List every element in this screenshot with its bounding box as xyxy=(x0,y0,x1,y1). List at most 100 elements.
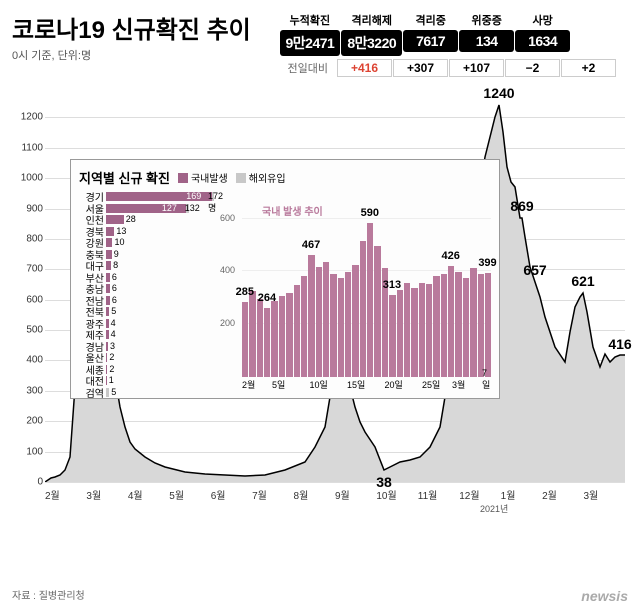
source-text: 자료 : 질병관리청 xyxy=(12,587,85,602)
main-chart-area: 0100200300400500600700800900100011001200… xyxy=(0,87,640,517)
mini-y-tick: 400 xyxy=(220,265,235,275)
stat-delta: +307 xyxy=(393,59,448,77)
stat-label: 위중증 xyxy=(467,10,505,30)
mini-bar xyxy=(367,223,373,377)
mini-bar xyxy=(374,246,380,377)
inset-title: 지역별 신규 확진 xyxy=(79,168,170,187)
mini-bar xyxy=(470,268,476,377)
mini-bar xyxy=(257,299,263,377)
newsis-logo: newsis xyxy=(581,588,628,604)
y-tick: 700 xyxy=(26,264,43,275)
region-value: 28 xyxy=(126,214,136,224)
peak-label: 621 xyxy=(571,273,594,289)
legend-domestic-label: 국내발생 xyxy=(191,170,228,185)
mini-peak-label: 426 xyxy=(442,250,460,262)
stat-value: 134 xyxy=(459,30,514,52)
mini-bar xyxy=(441,274,447,377)
mini-peak-label: 590 xyxy=(361,207,379,219)
stat-delta: −2 xyxy=(505,59,560,77)
mini-peak-label: 399 xyxy=(478,257,496,269)
mini-bar xyxy=(249,291,255,377)
mini-y-tick: 600 xyxy=(220,213,235,223)
region-value: 2 xyxy=(109,364,114,374)
x-tick: 5월 xyxy=(169,487,210,502)
y-tick: 1000 xyxy=(21,173,43,184)
mini-bar xyxy=(352,265,358,377)
stat-label: 사망 xyxy=(529,10,557,30)
mini-x-tick: 15일 xyxy=(347,378,365,391)
region-value: 9 xyxy=(114,249,119,259)
mini-bar xyxy=(411,288,417,377)
mini-bar xyxy=(433,276,439,377)
y-tick: 600 xyxy=(26,294,43,305)
mini-bar xyxy=(360,241,366,377)
mini-bar xyxy=(397,290,403,377)
y-tick: 100 xyxy=(26,446,43,457)
mini-bar xyxy=(264,308,270,377)
mini-bar xyxy=(404,283,410,377)
x-tick: 2월 xyxy=(45,487,86,502)
mini-bar xyxy=(478,274,484,377)
x-axis: 2월3월4월5월6월7월8월9월10월11월12월1월2월3월 xyxy=(45,487,625,502)
peak-label: 657 xyxy=(523,262,546,278)
mini-chart: 국내 발생 추이 200400600 2월5일10일15일20일25일3월7일 … xyxy=(222,191,491,391)
region-value: 3 xyxy=(110,341,115,351)
mini-x-tick: 25일 xyxy=(422,378,440,391)
stat-label: 격리해제 xyxy=(347,10,395,30)
x-tick: 2월 xyxy=(542,487,583,502)
x-tick: 4월 xyxy=(128,487,169,502)
mini-bar xyxy=(330,274,336,377)
region-value: 6 xyxy=(112,295,117,305)
mini-bar xyxy=(242,302,248,377)
x-tick: 9월 xyxy=(335,487,376,502)
region-value: 2 xyxy=(109,352,114,362)
region-value: 4 xyxy=(111,318,116,328)
x-tick: 12월 xyxy=(459,487,500,502)
y-tick: 1200 xyxy=(21,112,43,123)
mini-bar xyxy=(301,276,307,377)
region-list: 경기169 172명서울127 132인천28경북13강원10충북9대구8부산6… xyxy=(79,191,214,391)
x-tick: 6월 xyxy=(211,487,252,502)
region-value: 10 xyxy=(114,237,124,247)
mini-x-tick: 3월 xyxy=(452,378,465,391)
y-tick: 800 xyxy=(26,233,43,244)
mini-bar xyxy=(419,283,425,377)
stats-row: 누적확진9만2471격리해제8만3220격리중7617위중증134사망1634 xyxy=(280,10,628,56)
mini-bar xyxy=(463,278,469,377)
mini-bar xyxy=(316,267,322,377)
region-value: 5 xyxy=(111,387,116,397)
mini-bar xyxy=(455,272,461,377)
mini-bar xyxy=(389,295,395,377)
mini-peak-label: 264 xyxy=(258,292,276,304)
region-value: 13 xyxy=(116,226,126,236)
stat-delta: +2 xyxy=(561,59,616,77)
region-name: 검역 xyxy=(79,385,104,400)
mini-x-tick: 5일 xyxy=(272,378,285,391)
region-value: 8 xyxy=(113,260,118,270)
peak-label: 416 xyxy=(608,336,631,352)
y-tick: 300 xyxy=(26,385,43,396)
mini-bar xyxy=(448,266,454,377)
mini-y-tick: 200 xyxy=(220,318,235,328)
year-label: 2021년 xyxy=(480,502,508,515)
stat-value: 1634 xyxy=(515,30,570,52)
region-value: 4 xyxy=(111,329,116,339)
mini-bar xyxy=(485,273,491,377)
mini-bar xyxy=(426,284,432,377)
mini-bar xyxy=(338,278,344,377)
mini-peak-label: 285 xyxy=(236,286,254,298)
region-value: 5 xyxy=(111,306,116,316)
mini-bar xyxy=(279,296,285,377)
mini-bar xyxy=(345,272,351,377)
mini-x-tick: 2월 xyxy=(242,378,255,391)
delta-label: 전일대비 xyxy=(280,58,336,78)
x-tick: 8월 xyxy=(294,487,335,502)
mini-x-tick: 10일 xyxy=(310,378,328,391)
mini-x-tick: 20일 xyxy=(385,378,403,391)
mini-bar xyxy=(271,301,277,377)
peak-label: 1240 xyxy=(483,85,514,101)
stat-label: 누적확진 xyxy=(286,10,334,30)
region-value: 1 xyxy=(109,375,114,385)
y-tick: 0 xyxy=(37,477,43,488)
stat-delta: +416 xyxy=(337,59,392,77)
